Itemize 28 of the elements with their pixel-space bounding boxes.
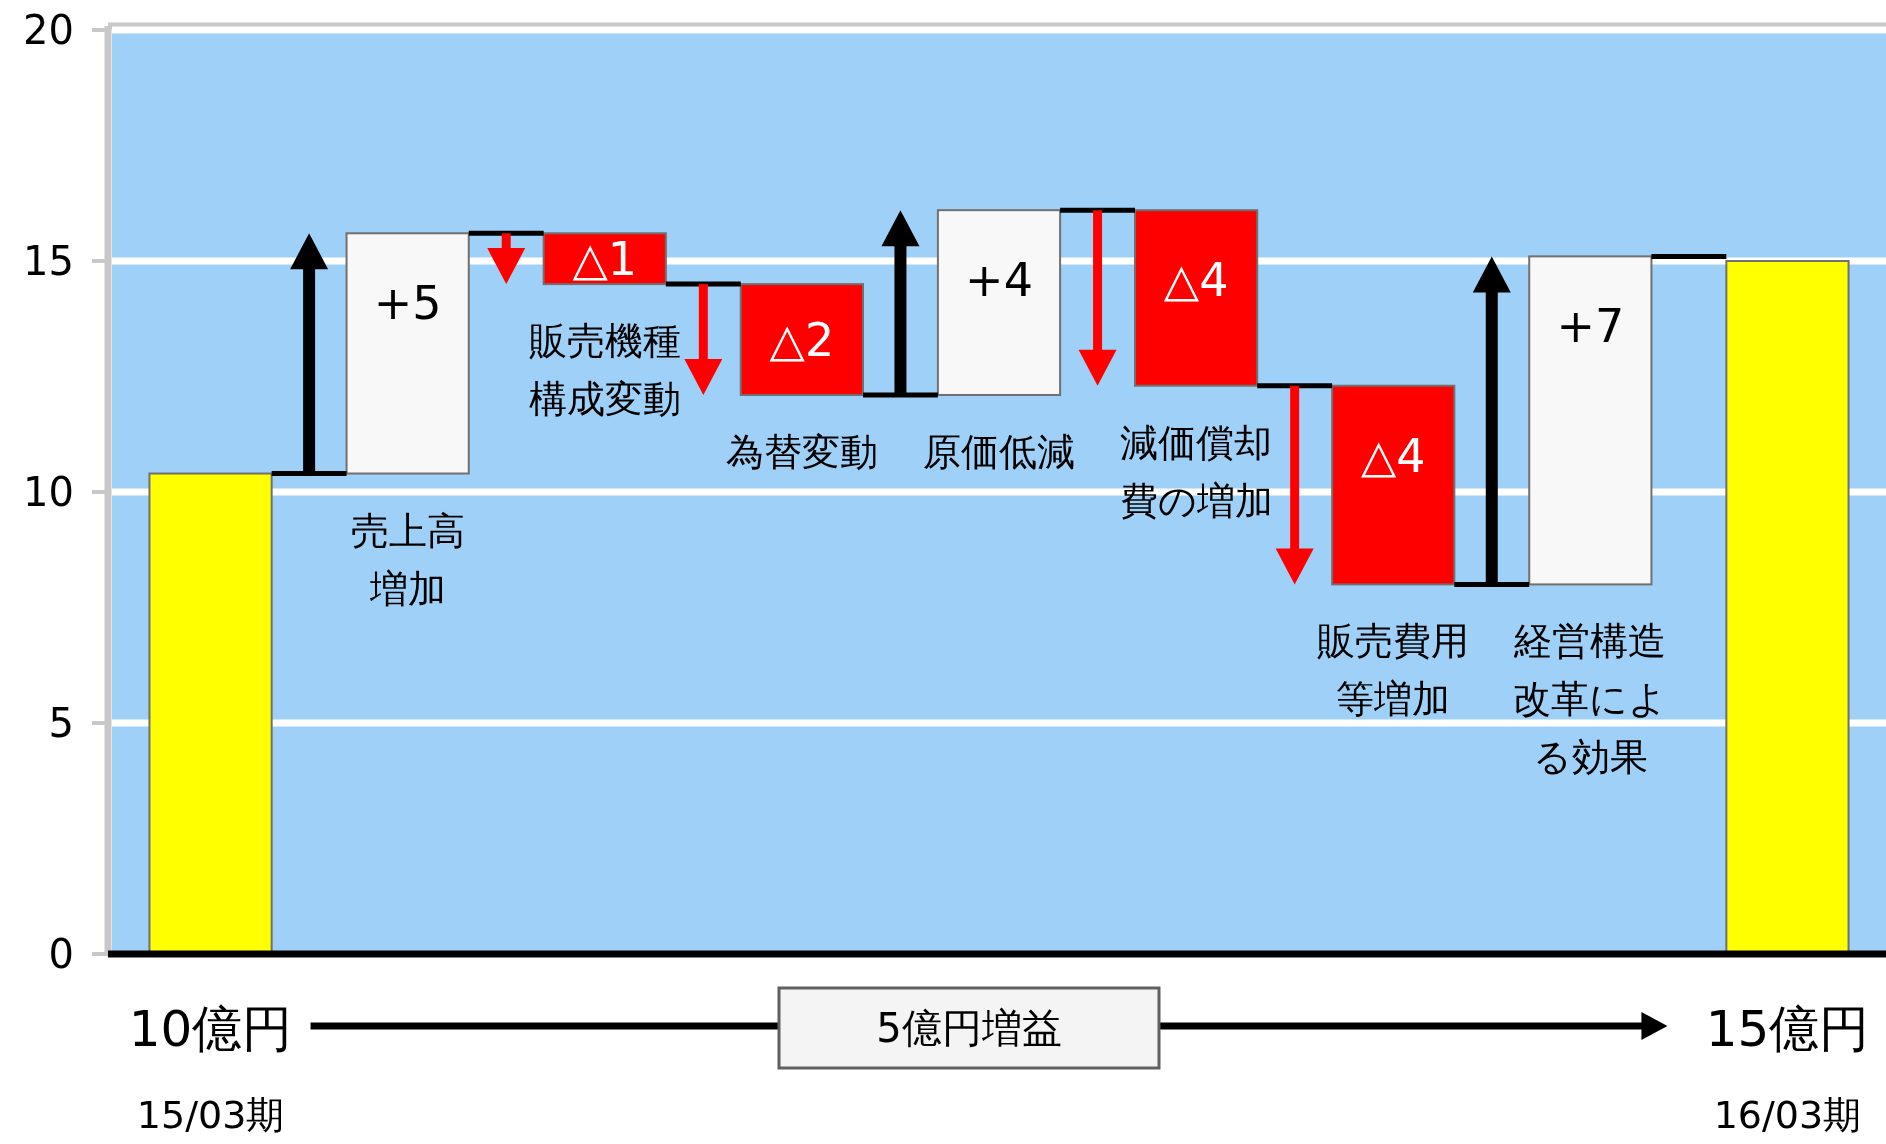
y-tick-label: 0 — [48, 931, 74, 977]
text: 5億円増益 — [876, 1005, 1062, 1051]
bar — [1331, 384, 1456, 586]
data-label: △4 — [1163, 253, 1229, 308]
x-tick-label: 15/03期 — [136, 1093, 285, 1137]
data-label: +7 — [1556, 299, 1625, 354]
x-tick-label: 販売費用等増加 — [1317, 619, 1470, 722]
x-tick-label: 16/03期 — [1713, 1093, 1862, 1137]
x-tick-label: 売上高増加 — [350, 508, 465, 611]
bar — [542, 232, 667, 286]
x-tick-label: 販売機種構成変動 — [528, 319, 681, 422]
y-tick-label: 10 — [23, 469, 74, 515]
x-tick-label: 為替変動 — [725, 429, 878, 474]
data-label: △1 — [572, 231, 638, 286]
x-tick-label: 原価低減 — [923, 429, 1075, 474]
data-label: △2 — [769, 312, 835, 367]
data-label: △4 — [1360, 428, 1426, 483]
bar — [1134, 209, 1259, 387]
x-tick-label: 減価償却費の増加 — [1119, 420, 1273, 523]
y-tick-label: 15 — [23, 238, 74, 284]
data-label: 10億円 — [128, 1000, 293, 1058]
data-label: 15億円 — [1705, 1000, 1870, 1058]
x-tick-label: 経営構造改革による効果 — [1513, 619, 1668, 780]
data-label: +4 — [965, 253, 1033, 308]
y-tick-label: 20 — [23, 7, 74, 53]
bar — [739, 283, 864, 396]
y-tick-label: 5 — [48, 700, 74, 746]
data-label: +5 — [373, 276, 442, 331]
